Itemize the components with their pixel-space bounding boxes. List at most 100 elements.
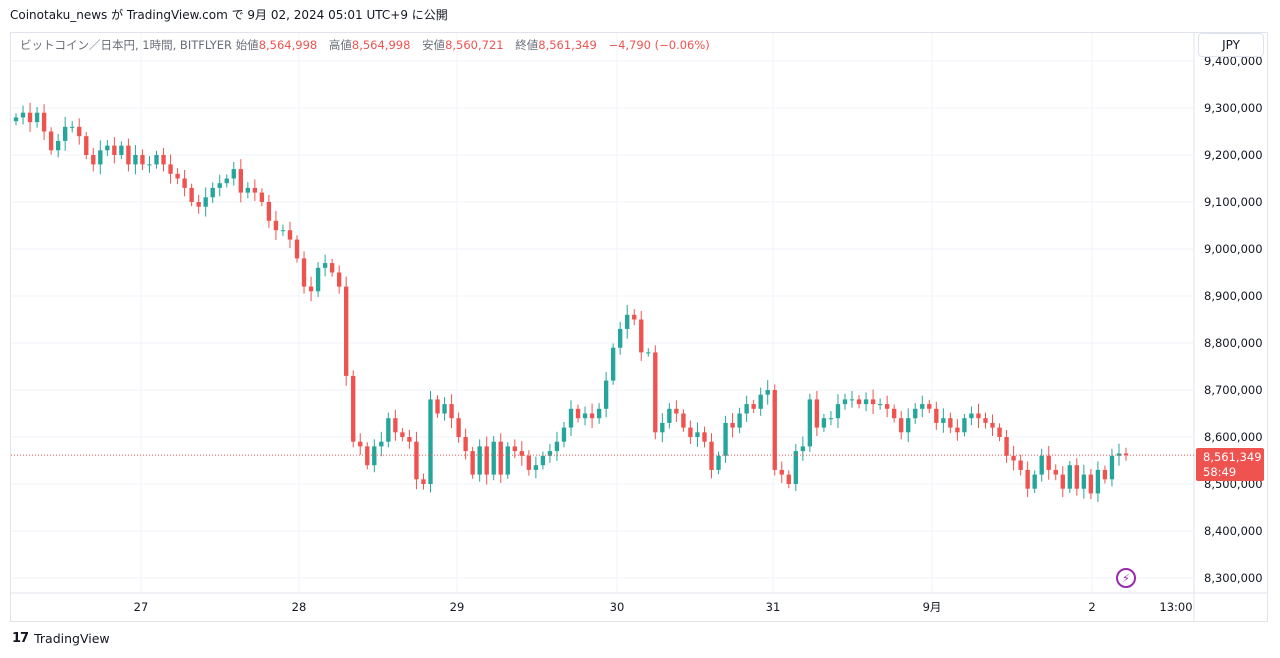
- candle-body: [955, 427, 960, 433]
- y-tick-label: 8,800,000: [1204, 336, 1263, 350]
- candle-body: [203, 197, 208, 207]
- x-tick-label: 2: [1088, 600, 1095, 614]
- legend-high-label: 高値: [328, 38, 352, 52]
- x-tick-label: 31: [766, 600, 781, 614]
- candle-body: [505, 446, 510, 475]
- last-price-value: 8,561,349: [1203, 450, 1262, 464]
- candle-body: [983, 418, 988, 423]
- candle-body: [617, 328, 623, 348]
- y-tick-label: 9,200,000: [1204, 148, 1263, 162]
- candle-body: [224, 178, 229, 184]
- candle-body: [512, 446, 517, 452]
- candle-body: [379, 441, 384, 447]
- candle-body: [407, 437, 412, 442]
- candle-body: [1011, 455, 1016, 461]
- candle-body: [899, 418, 904, 433]
- candle-body: [154, 155, 159, 165]
- candle-body: [948, 418, 953, 428]
- candle-body: [849, 399, 855, 401]
- candle-body: [182, 178, 187, 188]
- candle-body: [786, 474, 791, 484]
- candle-body: [596, 408, 602, 419]
- candle-body: [1102, 469, 1108, 480]
- candle-body: [884, 404, 890, 409]
- candle-body: [842, 399, 848, 405]
- candle-body: [119, 145, 124, 155]
- legend-change: −4,790 (−0.06%): [608, 38, 710, 52]
- candle-body: [91, 155, 96, 165]
- candle-body: [856, 399, 862, 405]
- candle-body: [105, 145, 110, 151]
- legend-close-label: 終値: [515, 38, 539, 52]
- candle-body: [336, 272, 342, 287]
- candle-body: [730, 422, 735, 428]
- candle-body: [470, 451, 475, 475]
- candle-body: [625, 314, 630, 329]
- candle-body: [702, 432, 707, 442]
- candle-body: [920, 404, 925, 409]
- candle-body: [891, 408, 897, 419]
- currency-button[interactable]: JPY: [1198, 33, 1264, 57]
- y-tick-label: 8,400,000: [1204, 524, 1263, 538]
- candle-body: [491, 441, 496, 475]
- candle-body: [772, 390, 777, 470]
- candle-body: [976, 413, 981, 419]
- candle-body: [927, 404, 932, 409]
- candle-body: [1060, 474, 1065, 489]
- legend-low-label: 安値: [422, 38, 446, 52]
- candle-body: [62, 126, 68, 141]
- candle-body: [77, 126, 82, 137]
- candle-body: [653, 352, 658, 433]
- candle-body: [765, 390, 770, 395]
- candle-body: [632, 314, 637, 320]
- candle-body: [744, 404, 749, 414]
- candle-body: [315, 267, 321, 292]
- candle-body: [442, 404, 447, 414]
- candle-body: [1053, 469, 1058, 475]
- x-tick-label: 27: [134, 600, 149, 614]
- candle-body: [322, 263, 328, 268]
- candle-body: [800, 446, 806, 452]
- candle-body: [1032, 474, 1037, 489]
- candle-body: [863, 399, 869, 405]
- candle-body: [814, 399, 820, 428]
- candle-body: [1018, 460, 1023, 470]
- candle-body: [112, 145, 117, 155]
- candle-body: [147, 164, 152, 166]
- candle-body: [484, 446, 489, 475]
- candle-body: [428, 399, 433, 484]
- legend-open-label: 始値: [235, 38, 259, 52]
- candle-body: [807, 399, 813, 447]
- candle-body: [1046, 455, 1051, 470]
- lightning-icon[interactable]: ⚡: [1116, 568, 1136, 588]
- candle-body: [1116, 453, 1122, 456]
- candle-body: [168, 164, 173, 174]
- candle-body: [582, 413, 588, 419]
- candle-body: [533, 465, 539, 470]
- candle-body: [386, 418, 391, 442]
- candle-body: [990, 422, 995, 428]
- y-tick-label: 8,300,000: [1204, 571, 1263, 585]
- candle-body: [175, 173, 180, 179]
- y-tick-label: 9,400,000: [1204, 54, 1263, 68]
- candle-body: [133, 155, 138, 165]
- candle-body: [568, 408, 574, 428]
- candle-body: [294, 239, 300, 259]
- candle-body: [821, 418, 827, 428]
- candle-body: [126, 145, 131, 165]
- candle-body: [41, 112, 47, 132]
- candle-body: [828, 418, 834, 420]
- candle-body: [273, 220, 279, 231]
- candle-body: [1088, 474, 1094, 494]
- candle-body: [344, 286, 349, 376]
- candle-body: [372, 446, 377, 466]
- candle-body: [245, 187, 251, 193]
- candle-body: [351, 375, 356, 442]
- candle-body: [20, 112, 26, 118]
- x-tick-label: 13:00: [1159, 600, 1192, 614]
- legend-symbol: ビットコイン／日本円, 1時間, BITFLYER: [20, 38, 233, 52]
- candle-body: [709, 441, 714, 470]
- candle-body: [688, 427, 693, 437]
- candle-body: [758, 394, 763, 409]
